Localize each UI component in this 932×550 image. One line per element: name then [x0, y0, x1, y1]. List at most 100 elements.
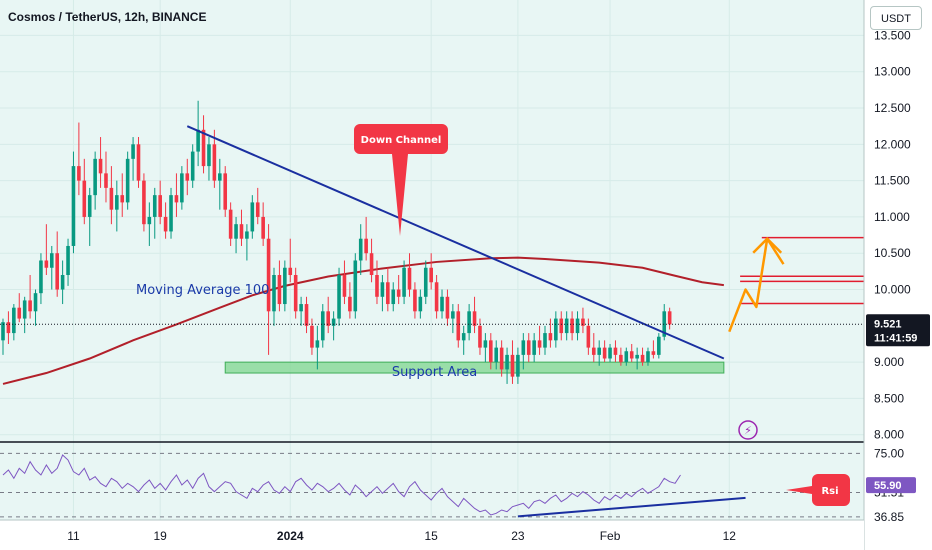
rsi-tick-label: 36.85 — [874, 510, 904, 524]
candle-body — [174, 195, 179, 203]
candle-body — [109, 187, 114, 210]
candle-body — [407, 267, 412, 290]
candle-body — [591, 347, 596, 355]
candle-body — [342, 275, 347, 297]
candle-body — [245, 231, 249, 239]
candle-body — [353, 260, 358, 312]
candle-body — [402, 267, 406, 297]
candle-body — [136, 144, 141, 181]
moving-average-label: Moving Average 100 — [136, 283, 269, 298]
candle-body — [234, 224, 238, 239]
candle-body — [662, 311, 667, 337]
candle-body — [293, 275, 298, 312]
candle-body — [461, 333, 466, 341]
candle-body — [456, 311, 461, 341]
price-tick-label: 13.500 — [874, 28, 911, 42]
candle-body — [82, 180, 87, 217]
candle-body — [250, 202, 255, 232]
time-tick-label: 15 — [425, 529, 439, 543]
candle-body — [423, 267, 428, 297]
time-tick-label: 19 — [154, 529, 168, 543]
candle-body — [434, 282, 439, 312]
candle-body — [445, 296, 450, 319]
candle-body — [158, 195, 162, 217]
moving-average-line — [2, 256, 724, 385]
currency-button[interactable]: USDT — [870, 6, 922, 30]
candle-body — [120, 195, 125, 203]
candle-body — [521, 340, 526, 355]
last-price-countdown: 11:41:59 — [874, 332, 917, 344]
candle-body — [239, 224, 244, 239]
candle-body — [261, 216, 265, 239]
candle-body — [619, 354, 623, 363]
candle-body — [218, 173, 222, 181]
candle-body — [12, 307, 16, 334]
time-tick-label: 23 — [511, 529, 525, 543]
candle-body — [657, 336, 661, 355]
candle-body — [624, 351, 629, 363]
candle-body — [190, 151, 195, 181]
candle-body — [326, 311, 330, 326]
candle-body — [115, 195, 119, 210]
candle-body — [581, 318, 585, 326]
symbol-title[interactable]: Cosmos / TetherUS, 12h, BINANCE — [8, 10, 207, 24]
candle-body — [169, 195, 173, 232]
candle-body — [375, 275, 379, 297]
candle-body — [310, 325, 314, 348]
candle-body — [223, 173, 228, 210]
candle-body — [478, 325, 482, 348]
candle-body — [266, 238, 271, 312]
candle-body — [613, 347, 618, 355]
candle-body — [125, 158, 130, 203]
candle-body — [320, 311, 325, 341]
candle-body — [22, 300, 27, 319]
candle-body — [646, 351, 650, 363]
candle-body — [543, 333, 547, 348]
candle-body — [185, 173, 190, 181]
down-trendline — [186, 125, 725, 360]
rsi-line — [2, 454, 681, 516]
candle-body — [277, 275, 282, 305]
candle-body — [396, 289, 401, 297]
candle-body — [55, 253, 59, 290]
candle-body — [429, 267, 433, 283]
price-tick-label: 9.000 — [874, 355, 904, 369]
candle-body — [516, 354, 520, 377]
candle-body — [207, 144, 211, 167]
candle-body — [337, 275, 341, 319]
candle-body — [608, 347, 612, 359]
candle-body — [152, 195, 157, 217]
projection-arrow — [728, 236, 785, 333]
candle-body — [39, 260, 43, 294]
candle-body — [667, 311, 672, 325]
candle-body — [494, 347, 499, 363]
time-tick-label: Feb — [600, 529, 621, 543]
candle-body — [472, 311, 477, 326]
price-tick-label: 8.500 — [874, 391, 904, 405]
last-price-box — [866, 314, 930, 347]
price-tick-label: 12.000 — [874, 137, 911, 151]
rsi-trendline — [517, 496, 746, 518]
candle-body — [131, 144, 135, 159]
candle-body — [196, 129, 200, 152]
time-tick-label: 11 — [67, 529, 80, 543]
candle-body — [147, 216, 152, 225]
candle-body — [537, 340, 542, 348]
moving-average-100-line — [2, 256, 724, 385]
candle-body — [548, 333, 553, 341]
candle-body — [629, 351, 634, 359]
candle-body — [413, 289, 417, 312]
trendline — [186, 125, 725, 360]
candle-body — [71, 166, 76, 246]
lightning-glyph: ⚡ — [744, 424, 752, 437]
candle-body — [6, 322, 11, 334]
candle-body — [440, 296, 444, 312]
price-tick-label: 10.500 — [874, 246, 911, 260]
candle-body — [602, 347, 607, 359]
candle-body — [483, 340, 488, 348]
down-channel-label: Down Channel — [361, 135, 442, 146]
projection-path — [728, 237, 785, 333]
